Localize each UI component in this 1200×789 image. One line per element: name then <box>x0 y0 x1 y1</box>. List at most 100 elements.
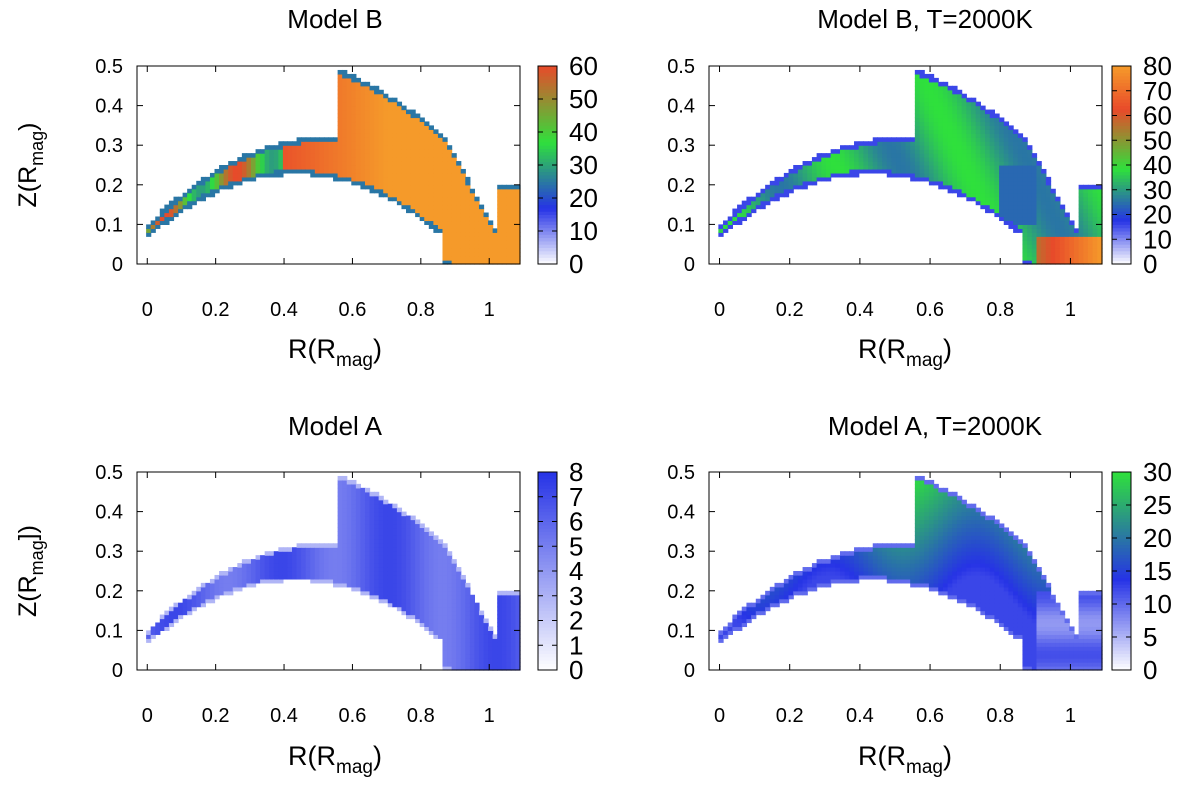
heatmap-cell <box>456 622 462 628</box>
heatmap-cell <box>378 145 384 150</box>
heatmap-cell <box>947 168 953 174</box>
heatmap-cell <box>428 618 434 624</box>
heatmap-cell <box>364 101 371 107</box>
heatmap-cell <box>844 168 850 174</box>
heatmap-cell <box>437 208 444 214</box>
heatmap-cell <box>419 574 425 580</box>
colorbar-segment <box>538 491 557 496</box>
heatmap-cell <box>182 196 188 202</box>
heatmap-cell <box>980 161 986 166</box>
heatmap-cell <box>456 248 462 253</box>
heatmap-cell <box>942 101 949 107</box>
heatmap-cell <box>999 153 1005 158</box>
x-tick-label: 0.6 <box>339 299 367 321</box>
heatmap-cell <box>830 149 836 154</box>
heatmap-cell <box>374 129 380 134</box>
heatmap-cell <box>1017 586 1024 592</box>
heatmap-cell <box>460 630 466 635</box>
heatmap-cell <box>1003 196 1010 202</box>
heatmap-cell <box>994 551 1000 556</box>
heatmap-cell <box>821 153 827 158</box>
heatmap-cell <box>994 578 1000 584</box>
heatmap-cell <box>456 578 462 584</box>
heatmap-cell <box>863 153 869 158</box>
heatmap-cell <box>465 626 471 631</box>
heatmap-cell <box>830 567 836 572</box>
heatmap-cell <box>410 574 416 580</box>
heatmap-cell <box>364 89 371 95</box>
heatmap-cell <box>506 188 512 194</box>
heatmap-cell <box>369 491 375 497</box>
heatmap-cell <box>351 531 357 536</box>
heatmap-cell <box>451 594 457 600</box>
heatmap-cell <box>1045 208 1052 214</box>
heatmap-cell <box>942 81 949 87</box>
heatmap-cell <box>975 105 981 111</box>
heatmap-cell <box>460 618 466 624</box>
heatmap-cell <box>264 161 270 166</box>
heatmap-cell <box>419 208 425 214</box>
heatmap-cell <box>360 105 366 111</box>
heatmap-cell <box>783 192 790 198</box>
heatmap-cell <box>383 539 389 544</box>
heatmap-cell <box>1027 252 1033 257</box>
heatmap-cell <box>975 184 981 190</box>
heatmap-cell <box>497 248 503 253</box>
heatmap-cell <box>999 184 1005 190</box>
heatmap-cell <box>975 133 981 138</box>
heatmap-cell <box>465 630 471 635</box>
heatmap-cell <box>947 495 953 501</box>
heatmap-cell <box>1078 220 1084 225</box>
heatmap-cell <box>392 594 398 600</box>
heatmap-cell <box>961 590 967 596</box>
x-tick-label: 0 <box>142 299 153 321</box>
heatmap-cell <box>360 129 366 134</box>
heatmap-cell <box>310 578 316 584</box>
heatmap-cell <box>1017 594 1024 600</box>
heatmap-cell <box>424 602 430 608</box>
heatmap-cell <box>469 650 476 655</box>
heatmap-cell <box>492 654 498 659</box>
heatmap-cell <box>396 157 403 162</box>
heatmap-cell <box>387 527 393 532</box>
heatmap-cell <box>460 574 466 580</box>
heatmap-cell <box>460 598 466 604</box>
heatmap-cell <box>849 172 855 178</box>
heatmap-cell <box>378 515 384 521</box>
heatmap-cell <box>1013 149 1019 154</box>
heatmap-cell <box>396 101 403 107</box>
heatmap-cell <box>451 666 457 671</box>
heatmap-cell <box>383 145 389 150</box>
heatmap-cell <box>374 145 380 150</box>
heatmap-cell <box>769 590 776 596</box>
heatmap-cell <box>515 212 521 218</box>
colorbar-segment <box>1112 224 1131 229</box>
heatmap-cell <box>374 511 380 517</box>
heatmap-cell <box>460 256 466 261</box>
heatmap-cell <box>355 523 362 529</box>
heatmap-cell <box>999 523 1005 529</box>
heatmap-cell <box>442 220 448 225</box>
heatmap-cell <box>985 137 991 142</box>
heatmap-cell <box>999 165 1005 170</box>
heatmap-cell <box>723 626 729 631</box>
heatmap-cell <box>844 145 850 150</box>
heatmap-cell <box>465 224 471 229</box>
heatmap-cell <box>483 216 489 222</box>
heatmap-cell <box>396 555 403 560</box>
heatmap-cell <box>205 590 211 596</box>
heatmap-cell <box>938 168 944 174</box>
heatmap-cell <box>877 574 883 580</box>
heatmap-cell <box>896 551 902 556</box>
heatmap-cell <box>282 145 289 150</box>
heatmap-cell <box>1092 240 1098 245</box>
heatmap-cell <box>989 145 995 150</box>
heatmap-cell <box>910 582 916 588</box>
heatmap-cell <box>337 161 343 166</box>
heatmap-cell <box>337 176 343 182</box>
heatmap-cell <box>928 101 935 107</box>
colorbar-segment <box>538 607 557 612</box>
heatmap-cell <box>802 582 808 588</box>
heatmap-cell <box>428 630 434 635</box>
heatmap-cell <box>351 563 357 568</box>
